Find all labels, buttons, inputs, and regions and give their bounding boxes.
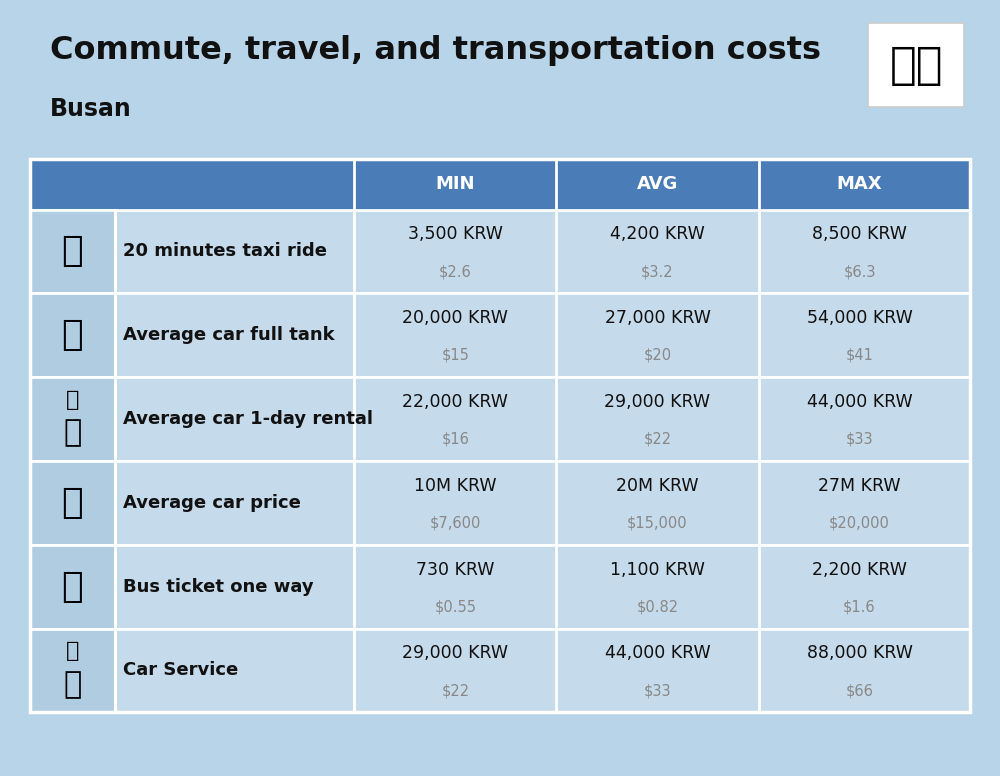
FancyBboxPatch shape xyxy=(30,461,115,545)
Text: Average car 1-day rental: Average car 1-day rental xyxy=(123,410,373,428)
Text: Commute, travel, and transportation costs: Commute, travel, and transportation cost… xyxy=(50,35,821,66)
FancyBboxPatch shape xyxy=(30,159,970,210)
Text: 🇰🇷: 🇰🇷 xyxy=(889,43,943,87)
Text: 1,100 KRW: 1,100 KRW xyxy=(610,560,705,579)
Text: 29,000 KRW: 29,000 KRW xyxy=(402,644,508,663)
Text: Busan: Busan xyxy=(50,97,132,121)
Text: 🔑: 🔑 xyxy=(66,390,79,410)
Text: $22: $22 xyxy=(643,431,672,447)
Text: Car Service: Car Service xyxy=(123,661,238,680)
Text: $41: $41 xyxy=(846,348,873,363)
FancyBboxPatch shape xyxy=(30,545,970,629)
FancyBboxPatch shape xyxy=(30,629,115,712)
Text: 22,000 KRW: 22,000 KRW xyxy=(402,393,508,411)
Text: 54,000 KRW: 54,000 KRW xyxy=(807,309,912,327)
Text: $2.6: $2.6 xyxy=(439,264,472,279)
FancyBboxPatch shape xyxy=(30,545,115,629)
Text: 🚌: 🚌 xyxy=(61,570,83,604)
Text: 🚕: 🚕 xyxy=(61,234,83,268)
FancyBboxPatch shape xyxy=(30,210,115,293)
Text: Bus ticket one way: Bus ticket one way xyxy=(123,577,313,596)
Text: $15,000: $15,000 xyxy=(627,515,688,531)
FancyBboxPatch shape xyxy=(30,293,970,377)
Text: 27M KRW: 27M KRW xyxy=(818,476,901,495)
FancyBboxPatch shape xyxy=(30,377,115,461)
Text: $16: $16 xyxy=(441,431,469,447)
Text: $33: $33 xyxy=(846,431,873,447)
Text: 2,200 KRW: 2,200 KRW xyxy=(812,560,907,579)
Text: 27,000 KRW: 27,000 KRW xyxy=(605,309,710,327)
Text: $22: $22 xyxy=(441,683,469,698)
FancyBboxPatch shape xyxy=(30,293,115,377)
Text: 44,000 KRW: 44,000 KRW xyxy=(807,393,912,411)
Text: 20,000 KRW: 20,000 KRW xyxy=(402,309,508,327)
Text: 3,500 KRW: 3,500 KRW xyxy=(408,225,503,244)
Text: $1.6: $1.6 xyxy=(843,599,876,615)
Text: 29,000 KRW: 29,000 KRW xyxy=(604,393,710,411)
Text: 🚗: 🚗 xyxy=(63,418,81,448)
Text: $7,600: $7,600 xyxy=(430,515,481,531)
Text: $0.55: $0.55 xyxy=(434,599,476,615)
Text: $15: $15 xyxy=(441,348,469,363)
Text: ⛽: ⛽ xyxy=(61,318,83,352)
Text: MAX: MAX xyxy=(837,175,882,193)
FancyBboxPatch shape xyxy=(30,629,970,712)
FancyBboxPatch shape xyxy=(30,210,970,293)
Text: $66: $66 xyxy=(846,683,873,698)
FancyBboxPatch shape xyxy=(30,461,970,545)
Text: 20M KRW: 20M KRW xyxy=(616,476,699,495)
Text: MIN: MIN xyxy=(436,175,475,193)
Text: 🚗: 🚗 xyxy=(63,670,81,699)
Text: Average car price: Average car price xyxy=(123,494,300,512)
Text: AVG: AVG xyxy=(637,175,678,193)
Text: 🚗: 🚗 xyxy=(61,486,83,520)
Text: 730 KRW: 730 KRW xyxy=(416,560,495,579)
Text: 8,500 KRW: 8,500 KRW xyxy=(812,225,907,244)
Text: $3.2: $3.2 xyxy=(641,264,674,279)
Text: $33: $33 xyxy=(644,683,671,698)
Text: 🔧: 🔧 xyxy=(66,641,79,661)
Text: 4,200 KRW: 4,200 KRW xyxy=(610,225,705,244)
Text: 44,000 KRW: 44,000 KRW xyxy=(605,644,710,663)
Text: $6.3: $6.3 xyxy=(843,264,876,279)
Text: Average car full tank: Average car full tank xyxy=(123,326,334,345)
Text: $20,000: $20,000 xyxy=(829,515,890,531)
Text: 20 minutes taxi ride: 20 minutes taxi ride xyxy=(123,242,327,261)
Text: 10M KRW: 10M KRW xyxy=(414,476,497,495)
Text: $0.82: $0.82 xyxy=(636,599,679,615)
FancyBboxPatch shape xyxy=(30,377,970,461)
FancyBboxPatch shape xyxy=(868,23,964,107)
Text: 88,000 KRW: 88,000 KRW xyxy=(807,644,912,663)
Text: $20: $20 xyxy=(643,348,672,363)
